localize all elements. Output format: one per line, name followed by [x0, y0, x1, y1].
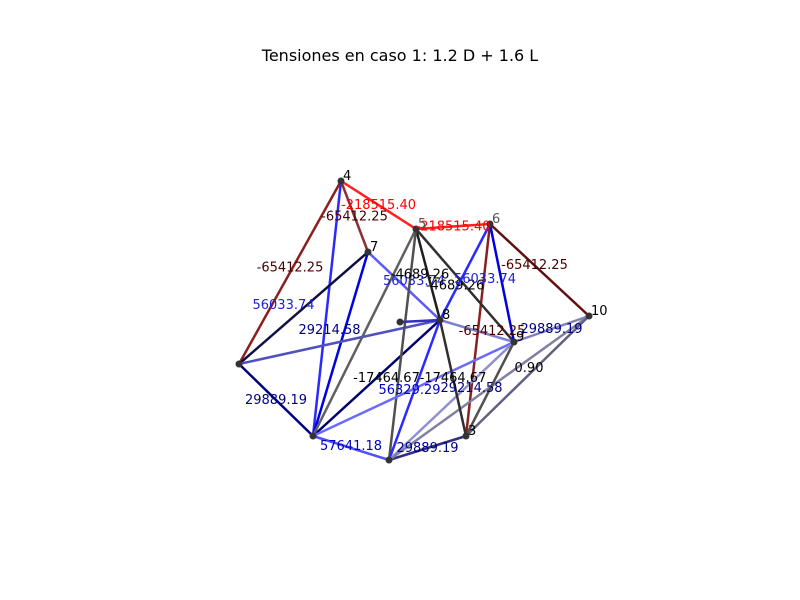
- member-force-label: 29214.58: [298, 323, 360, 338]
- truss-node-D: [462, 432, 470, 440]
- node-label: 4: [343, 169, 351, 184]
- truss-member-8-9: [439, 318, 515, 344]
- member-force-label: -218515.40: [341, 198, 416, 213]
- node-label: 8: [442, 308, 450, 323]
- truss-member-D-9: [464, 341, 516, 437]
- truss-member-C-8: [387, 319, 442, 461]
- truss-node-8: [436, 316, 444, 324]
- truss-member-C-9: [388, 341, 515, 461]
- member-force-label: -17464.67: [420, 371, 487, 386]
- member-force-label: -65412.25: [459, 324, 526, 339]
- truss-member-4-7: [339, 180, 370, 253]
- truss-node-E: [396, 318, 404, 326]
- member-force-label: -4689.26: [391, 268, 449, 283]
- member-force-label: 29889.19: [396, 441, 458, 456]
- truss-member-6-8: [438, 223, 492, 321]
- labels-layer: -218515.40-218515.40-65412.25-65412.25-6…: [245, 169, 608, 456]
- truss-member-C-10: [388, 314, 590, 462]
- truss-node-5: [412, 225, 420, 233]
- truss-member-5-6: [415, 222, 491, 231]
- truss-node-4: [337, 177, 345, 185]
- truss-member-A-B: [238, 363, 314, 437]
- truss-member-B-9: [312, 340, 515, 438]
- truss-node-C: [385, 456, 393, 464]
- member-force-label: -65412.25: [257, 261, 324, 276]
- truss-member-B-C: [312, 434, 390, 462]
- truss-member-B-5: [311, 228, 418, 437]
- truss-member-B-8: [312, 319, 441, 437]
- chart-title: Tensiones en caso 1: 1.2 D + 1.6 L: [261, 46, 539, 65]
- member-force-label: 29214.58: [440, 381, 502, 396]
- edges-layer: [237, 179, 590, 462]
- member-force-label: -218515.40: [416, 220, 491, 235]
- truss-member-7-B: [311, 251, 370, 437]
- truss-member-A-7: [238, 251, 369, 365]
- truss-member-C-5: [387, 228, 418, 461]
- truss-member-6-9: [488, 223, 516, 343]
- truss-member-5-8: [414, 228, 442, 321]
- truss-member-D-10: [465, 315, 590, 437]
- truss-member-4-A: [237, 180, 343, 365]
- truss-member-7-8: [367, 251, 441, 321]
- truss-member-D-8: [438, 319, 468, 437]
- truss-member-4-B: [311, 180, 343, 437]
- node-label: 9: [516, 330, 524, 345]
- truss-node-A: [235, 360, 243, 368]
- member-force-label: 56033.74: [454, 272, 516, 287]
- truss-node-10: [585, 312, 593, 320]
- nodes-layer: [235, 177, 593, 464]
- truss-node-9: [510, 338, 518, 346]
- member-force-label: -65412.25: [501, 258, 568, 273]
- truss-node-B: [309, 432, 317, 440]
- member-force-label: 56329.29: [378, 383, 440, 398]
- member-force-label: 0.90: [515, 361, 544, 376]
- truss-member-A-8: [238, 318, 441, 366]
- member-force-label: -65412.25: [321, 210, 388, 225]
- node-label: 7: [370, 240, 378, 255]
- truss-member-9-10: [513, 314, 590, 344]
- truss-member-6-10: [489, 223, 590, 317]
- member-force-label: 29889.19: [245, 393, 307, 408]
- node-label: 10: [591, 304, 608, 319]
- node-label: 5: [418, 217, 426, 232]
- truss-member-C-D: [388, 434, 467, 462]
- member-force-label: 57641.18: [320, 439, 382, 454]
- truss-node-6: [486, 220, 494, 228]
- node-label: 6: [492, 212, 500, 227]
- truss-member-4-5: [340, 179, 417, 231]
- member-force-label: -17464.67: [353, 371, 420, 386]
- truss-node-7: [364, 248, 372, 256]
- node-label: 3: [468, 424, 476, 439]
- member-force-label: 56033.74: [383, 274, 445, 289]
- truss-member-5-9: [415, 228, 515, 343]
- member-force-label: 56033.74: [252, 298, 314, 313]
- truss-member-E-8: [399, 318, 441, 324]
- member-force-label: -4689.26: [426, 279, 484, 294]
- member-force-label: 29889.19: [520, 322, 582, 337]
